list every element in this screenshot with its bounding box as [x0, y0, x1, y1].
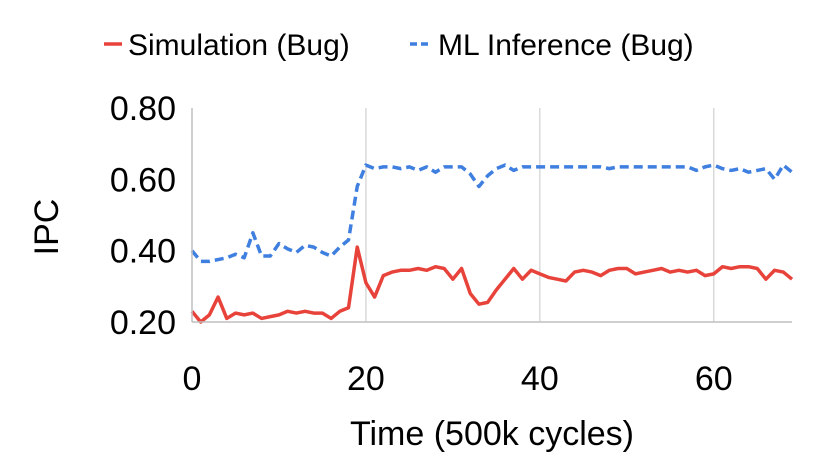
legend-label: ML Inference (Bug): [438, 29, 694, 62]
y-tick-label: 0.80: [110, 90, 176, 128]
x-axis-title: Time (500k cycles): [350, 415, 634, 453]
y-axis-title: IPC: [28, 199, 66, 256]
series-group: [190, 163, 794, 324]
x-tick-label: 0: [183, 360, 202, 398]
legend-label: Simulation (Bug): [128, 29, 350, 62]
legend-item-1: Simulation (Bug): [104, 29, 350, 62]
series-line-1: [190, 245, 794, 324]
grid: [365, 108, 715, 322]
legend: Simulation (Bug) ML Inference (Bug): [104, 29, 694, 62]
tick-labels: 0.20 0.40 0.60 0.80 0 20 40 60: [110, 90, 733, 398]
axes: [191, 108, 792, 323]
series-line-2: [190, 163, 794, 264]
legend-item-2: ML Inference (Bug): [410, 29, 694, 62]
y-tick-label: 0.20: [110, 304, 176, 342]
y-tick-label: 0.60: [110, 161, 176, 199]
x-tick-label: 20: [347, 360, 385, 398]
x-tick-label: 60: [695, 360, 733, 398]
y-tick-label: 0.40: [110, 233, 176, 271]
x-tick-label: 40: [521, 360, 559, 398]
